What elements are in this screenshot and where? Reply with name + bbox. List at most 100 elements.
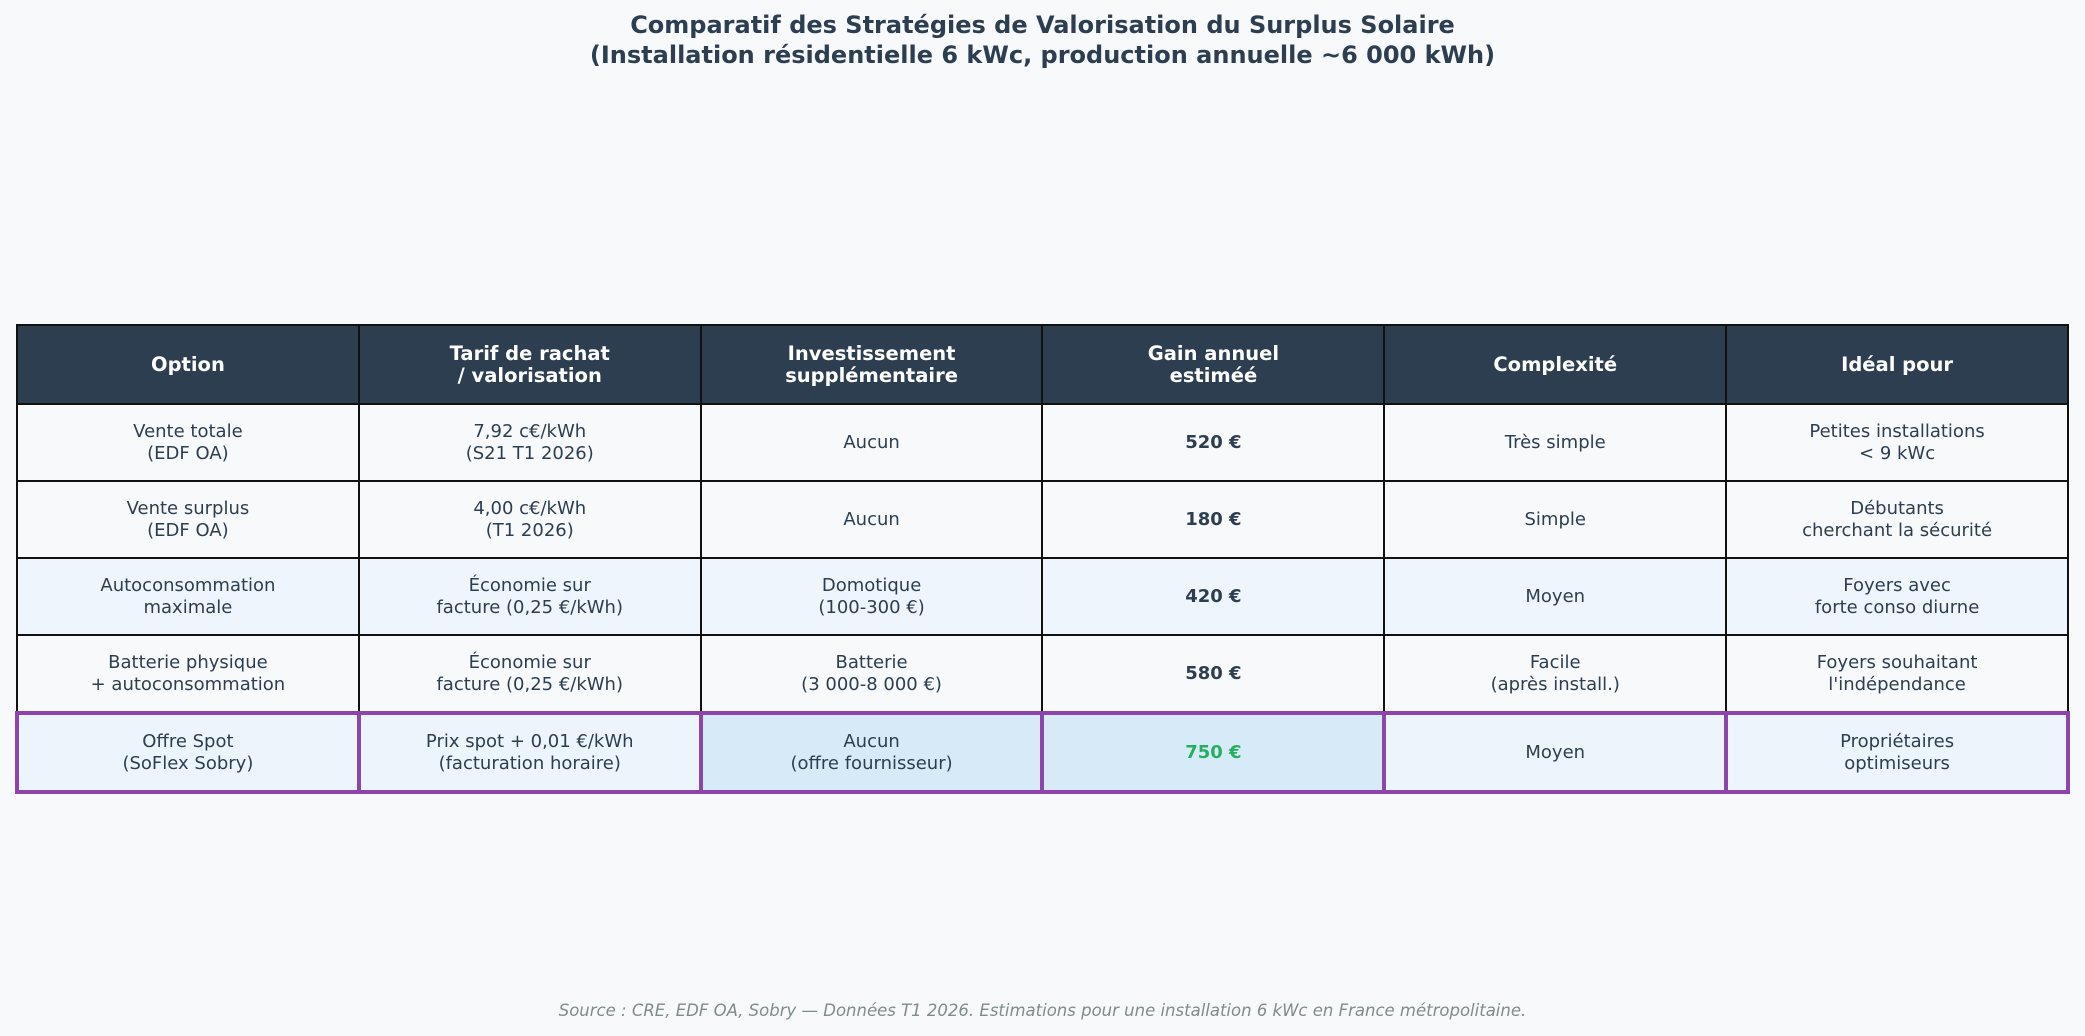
cell-gain: 520 € [1041, 403, 1386, 482]
cell-text-line: l'indépendance [1828, 673, 1966, 695]
cell-gain: 580 € [1041, 634, 1386, 714]
cell-text-line: Moyen [1525, 585, 1586, 607]
subtitle-line: (Installation résidentielle 6 kWc, produ… [589, 41, 1496, 69]
cell-text-line: / valorisation [457, 363, 602, 387]
cell-text-line: < 9 kWc [1859, 442, 1936, 464]
comparison-table: Option Tarif de rachat / valorisation Inves… [15, 324, 2070, 794]
cell-investissement: Aucun (offre fournisseur) [698, 711, 1045, 794]
cell-gain: 180 € [1041, 480, 1386, 559]
table-body: Vente totale (EDF OA) 7,92 c€/kWh (S21 T1 2… [15, 403, 2070, 794]
source-note: Source : CRE, EDF OA, Sobry — Données T1… [558, 1001, 1527, 1020]
cell-text-line: + autoconsommation [90, 673, 286, 695]
cell-text-line: Moyen [1525, 741, 1586, 763]
column-header-investissement: Investissement supplémentaire [699, 324, 1044, 405]
cell-text-line: Débutants [1850, 497, 1944, 519]
cell-text-line: Investissement [787, 341, 956, 365]
cell-text-line: Prix spot + 0,01 €/kWh [425, 730, 634, 752]
cell-ideal: Propriétaires optimiseurs [1724, 711, 2070, 794]
cell-text-line: forte conso diurne [1814, 596, 1980, 618]
cell-text-line: (EDF OA) [147, 442, 229, 464]
cell-text-line: optimiseurs [1844, 752, 1950, 774]
cell-text-line: 420 € [1185, 585, 1242, 607]
column-header-option: Option [16, 324, 360, 405]
cell-gain: 750 € [1040, 711, 1387, 794]
cell-text-line: 520 € [1185, 431, 1242, 453]
cell-text-line: Offre Spot [142, 730, 234, 752]
cell-text-line: supplémentaire [785, 363, 958, 387]
cell-ideal: Débutants cherchant la sécurité [1725, 480, 2069, 559]
cell-option: Autoconsommation maximale [16, 557, 360, 636]
cell-text-line: Économie sur [468, 574, 591, 596]
table-row: Autoconsommation maximale Économie sur fact… [16, 557, 2069, 636]
cell-text-line: 750 € [1185, 741, 1242, 763]
cell-text-line: (T1 2026) [485, 519, 574, 541]
cell-complexite: Moyen [1382, 711, 1729, 794]
table-row: Vente totale (EDF OA) 7,92 c€/kWh (S21 T1 2… [16, 403, 2069, 482]
cell-text-line: Propriétaires [1840, 730, 1955, 752]
cell-text-line: Aucun [843, 431, 900, 453]
cell-text-line: Économie sur [468, 651, 591, 673]
cell-tarif: 4,00 c€/kWh (T1 2026) [357, 480, 702, 559]
cell-tarif: 7,92 c€/kWh (S21 T1 2026) [357, 403, 702, 482]
cell-text-line: (après install.) [1490, 673, 1620, 695]
cell-text-line: (facturation horaire) [438, 752, 621, 774]
cell-text-line: Tarif de rachat [449, 341, 610, 365]
column-header-ideal: Idéal pour [1725, 324, 2069, 405]
header-row: Option Tarif de rachat / valorisation Inves… [16, 324, 2069, 405]
column-header-tarif: Tarif de rachat / valorisation [357, 324, 702, 405]
cell-text-line: Petites installations [1809, 420, 1985, 442]
cell-text-line: (offre fournisseur) [790, 752, 953, 774]
cell-option: Vente surplus (EDF OA) [16, 480, 360, 559]
cell-investissement: Domotique (100-300 €) [699, 557, 1044, 636]
cell-gain: 420 € [1041, 557, 1386, 636]
cell-complexite: Moyen [1383, 557, 1728, 636]
cell-investissement: Aucun [699, 403, 1044, 482]
cell-tarif: Prix spot + 0,01 €/kWh (facturation horai… [356, 711, 703, 794]
cell-option: Vente totale (EDF OA) [16, 403, 360, 482]
cell-text-line: 180 € [1185, 508, 1242, 530]
cell-text-line: facture (0,25 €/kWh) [436, 673, 623, 695]
cell-investissement: Aucun [699, 480, 1044, 559]
cell-tarif: Économie sur facture (0,25 €/kWh) [357, 557, 702, 636]
cell-text-line: Complexité [1493, 352, 1618, 376]
cell-text-line: cherchant la sécurité [1802, 519, 1993, 541]
cell-text-line: facture (0,25 €/kWh) [436, 596, 623, 618]
cell-text-line: Foyers avec [1843, 574, 1951, 596]
cell-text-line: estiméé [1169, 363, 1258, 387]
cell-text-line: 4,00 c€/kWh [473, 497, 587, 519]
cell-text-line: Foyers souhaitant [1816, 651, 1978, 673]
title-line: Comparatif des Stratégies de Valorisatio… [630, 11, 1455, 39]
cell-text-line: Idéal pour [1841, 352, 1954, 376]
cell-text-line: 580 € [1185, 662, 1242, 684]
cell-text-line: Vente totale [133, 420, 243, 442]
cell-text-line: Simple [1524, 508, 1586, 530]
cell-text-line: Vente surplus [126, 497, 250, 519]
cell-text-line: (EDF OA) [147, 519, 229, 541]
cell-text-line: Facile [1529, 651, 1581, 673]
cell-text-line: Autoconsommation [100, 574, 276, 596]
cell-ideal: Foyers avec forte conso diurne [1725, 557, 2069, 636]
table-row: Offre Spot (SoFlex Sobry) Prix spot + 0,01… [15, 711, 2070, 794]
cell-complexite: Très simple [1383, 403, 1728, 482]
cell-text-line: Domotique [821, 574, 922, 596]
cell-text-line: Option [151, 352, 225, 376]
cell-complexite: Facile (après install.) [1383, 634, 1728, 714]
cell-text-line: maximale [143, 596, 233, 618]
table-row: Vente surplus (EDF OA) 4,00 c€/kWh (T1 2026… [16, 480, 2069, 559]
cell-investissement: Batterie (3 000-8 000 €) [699, 634, 1044, 714]
cell-option: Batterie physique + autoconsommation [16, 634, 360, 714]
cell-text-line: Batterie [835, 651, 908, 673]
cell-complexite: Simple [1383, 480, 1728, 559]
cell-text-line: 7,92 c€/kWh [473, 420, 587, 442]
cell-text-line: (3 000-8 000 €) [801, 673, 942, 695]
cell-text-line: Très simple [1504, 431, 1606, 453]
column-header-gain: Gain annuel estiméé [1041, 324, 1386, 405]
chart-title: Comparatif des Stratégies de Valorisatio… [0, 10, 2085, 70]
cell-text-line: Batterie physique [108, 651, 268, 673]
cell-tarif: Économie sur facture (0,25 €/kWh) [357, 634, 702, 714]
cell-text-line: (S21 T1 2026) [465, 442, 594, 464]
cell-ideal: Foyers souhaitant l'indépendance [1725, 634, 2069, 714]
cell-text-line: (SoFlex Sobry) [122, 752, 254, 774]
cell-text-line: Gain annuel [1147, 341, 1280, 365]
cell-text-line: Aucun [843, 508, 900, 530]
